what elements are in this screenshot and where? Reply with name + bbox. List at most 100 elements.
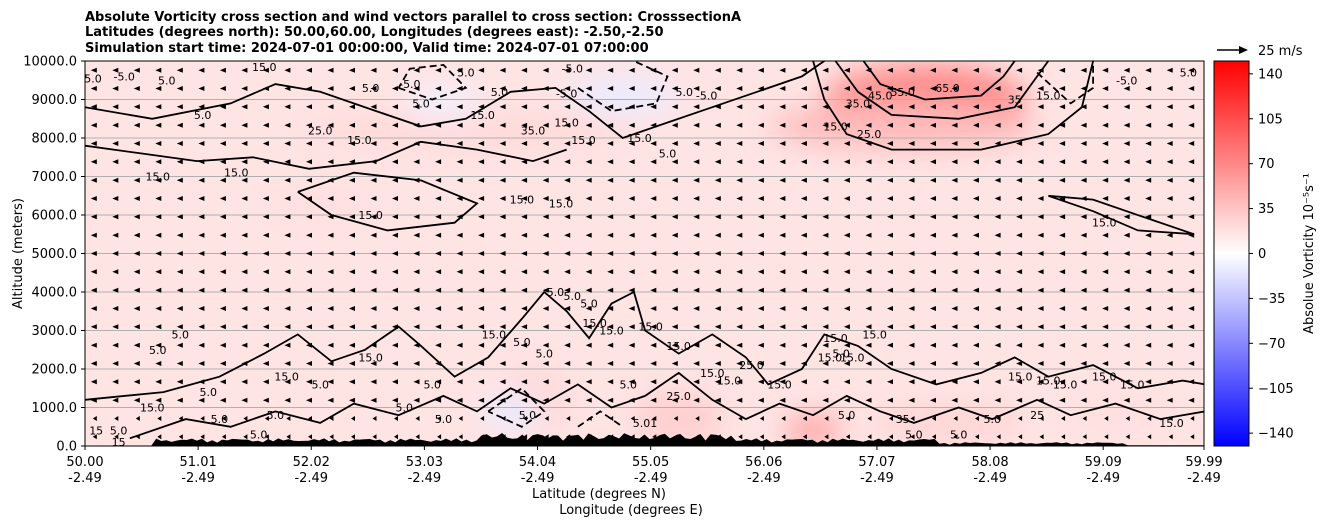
wind-vector: [994, 196, 1001, 201]
contour-label: 15.0: [666, 340, 691, 353]
colorbar-tick-label: −70: [1258, 337, 1285, 352]
wind-vector: [585, 397, 592, 403]
wind-vector: [351, 416, 355, 421]
wind-vector: [1059, 379, 1066, 385]
wind-vector: [585, 269, 592, 275]
wind-vector: [779, 361, 786, 366]
wind-vector: [435, 159, 442, 165]
wind-vector: [1016, 104, 1023, 110]
wind-vector: [779, 159, 786, 165]
wind-vector: [542, 324, 549, 330]
wind-vector: [1037, 67, 1044, 73]
wind-vector: [951, 214, 958, 220]
wind-vector: [714, 324, 721, 330]
wind-vector: [607, 379, 614, 385]
wind-vector: [800, 306, 807, 311]
wind-vector: [607, 269, 614, 275]
wind-vector: [1102, 397, 1109, 403]
wind-vector: [779, 122, 786, 128]
wind-vector: [1188, 214, 1195, 220]
contour-label: 15.0: [1159, 417, 1184, 430]
wind-vector: [973, 324, 979, 330]
wind-vector: [628, 177, 635, 183]
wind-vector: [198, 232, 205, 238]
wind-vector: [262, 287, 269, 293]
x-tick-label-longitude: -2.49: [1086, 471, 1120, 486]
wind-vector: [176, 232, 183, 238]
wind-vector: [90, 306, 97, 311]
y-tick-label: 2000.0: [32, 363, 78, 378]
wind-vector: [628, 342, 635, 348]
wind-vector: [822, 232, 829, 238]
wind-vector: [994, 379, 1001, 385]
contour-label: 5.0: [564, 290, 582, 303]
wind-vector: [1016, 306, 1023, 311]
wind-vector: [415, 416, 420, 421]
wind-vector: [437, 416, 442, 421]
wind-vector: [1016, 141, 1023, 146]
wind-vector: [284, 379, 291, 385]
wind-vector: [155, 122, 162, 128]
wind-vector: [155, 141, 162, 146]
wind-vector: [800, 379, 807, 385]
wind-vector: [370, 361, 377, 366]
contour-line: [85, 61, 825, 140]
wind-vector: [1145, 141, 1152, 146]
wind-vector: [628, 269, 635, 275]
wind-vector: [456, 379, 463, 385]
wind-vector: [930, 251, 936, 256]
wind-vector: [973, 306, 979, 311]
wind-vector: [630, 416, 635, 421]
wind-vector: [652, 416, 657, 421]
wind-vector: [435, 232, 442, 238]
wind-vector: [800, 232, 807, 238]
wind-vector: [523, 434, 528, 440]
wind-vector: [628, 251, 635, 256]
wind-vector: [650, 196, 657, 201]
wind-vector: [262, 104, 269, 110]
wind-vector: [392, 287, 398, 293]
wind-vector: [865, 287, 872, 293]
wind-vector: [628, 214, 635, 220]
wind-vector: [736, 324, 743, 330]
wind-vector: [135, 416, 140, 421]
wind-vector: [198, 324, 205, 330]
wind-vector: [951, 159, 958, 165]
contour-label: 15.0: [224, 167, 249, 180]
wind-vector: [262, 232, 269, 238]
wind-vectors: [90, 67, 1195, 440]
wind-vector: [714, 159, 721, 165]
wind-vector: [370, 159, 377, 165]
wind-vector: [1188, 306, 1195, 311]
x-tick-label-latitude: 59.09: [1085, 455, 1122, 470]
contour-label: 15.0: [823, 332, 848, 345]
wind-vector: [994, 104, 1001, 110]
wind-vector: [327, 361, 334, 366]
wind-vector: [800, 104, 807, 110]
wind-vector: [930, 324, 936, 330]
x-tick-label-latitude: 56.06: [745, 455, 782, 470]
wind-vector: [951, 324, 958, 330]
terrain: [85, 433, 1204, 446]
wind-vector: [800, 214, 807, 220]
wind-vector: [930, 214, 936, 220]
wind-vector: [521, 196, 528, 201]
wind-vector: [843, 67, 850, 73]
wind-vector: [650, 269, 657, 275]
wind-vector: [456, 324, 463, 330]
wind-vector: [671, 379, 678, 385]
wind-vector: [607, 159, 614, 165]
wind-vector: [585, 306, 592, 311]
wind-vector: [112, 251, 119, 256]
wind-vector: [413, 324, 420, 330]
wind-vector: [843, 104, 850, 110]
wind-vector: [176, 397, 183, 403]
wind-vector: [973, 67, 979, 73]
wind-vector: [1059, 287, 1066, 293]
contour-label: 15.0: [599, 325, 624, 338]
wind-vector: [133, 287, 140, 293]
wind-vector: [585, 104, 592, 110]
wind-vector: [219, 232, 226, 238]
wind-vector: [607, 232, 614, 238]
wind-vector: [349, 159, 355, 165]
